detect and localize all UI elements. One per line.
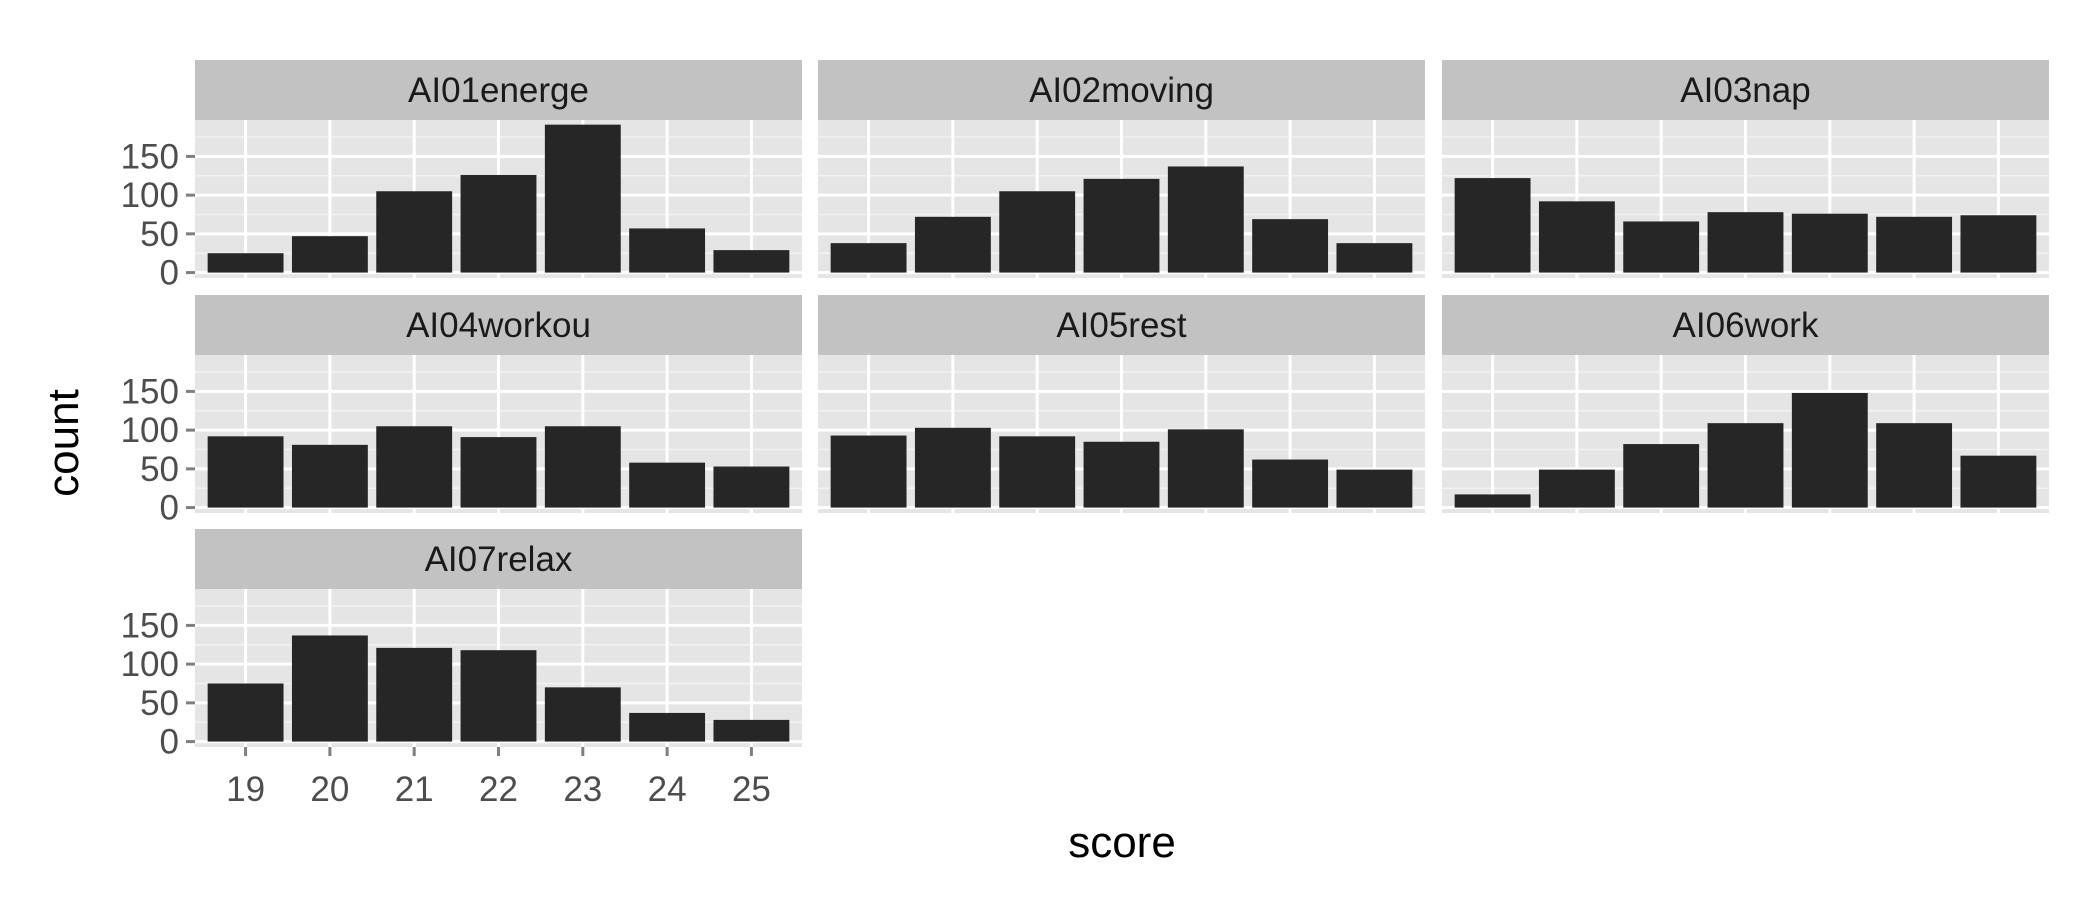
bar	[999, 191, 1076, 273]
bar	[544, 426, 621, 508]
bar	[629, 462, 706, 508]
bar	[1791, 213, 1868, 273]
bar	[914, 427, 991, 508]
y-tick-label: 50	[140, 684, 179, 723]
x-tick-label: 23	[563, 770, 602, 809]
bar	[1454, 178, 1531, 273]
y-tick-label: 0	[160, 723, 179, 762]
y-tick-label: 150	[121, 137, 179, 176]
bar	[1252, 459, 1329, 508]
facet-strip-label: AI04workou	[406, 306, 591, 345]
facet-panel: AI02moving	[818, 60, 1425, 278]
y-tick-label: 0	[160, 489, 179, 528]
bar	[1083, 178, 1160, 273]
y-tick-label: 100	[121, 411, 179, 450]
bar	[376, 647, 453, 742]
bar	[830, 243, 907, 273]
facet-strip	[1442, 295, 2049, 355]
bar	[1623, 444, 1700, 508]
bar	[1707, 212, 1784, 273]
bar	[1538, 201, 1615, 273]
bar	[1454, 494, 1531, 508]
facet-strip-label: AI05rest	[1056, 306, 1187, 345]
bar	[460, 437, 537, 508]
facet-strip-label: AI03nap	[1680, 71, 1810, 110]
facet-strip-label: AI06work	[1673, 306, 1819, 345]
bar	[376, 426, 453, 508]
facet-panel: AI06work	[1442, 295, 2049, 513]
x-axis-title: score	[1068, 818, 1176, 867]
x-tick-label: 20	[310, 770, 349, 809]
y-tick-label: 150	[121, 372, 179, 411]
y-tick-label: 0	[160, 254, 179, 293]
bar	[1167, 429, 1244, 508]
bar	[914, 216, 991, 273]
facet-strip	[818, 295, 1425, 355]
bar	[460, 174, 537, 273]
x-tick-label: 25	[732, 770, 771, 809]
facet-strip	[195, 295, 802, 355]
bar	[376, 191, 453, 273]
bar	[1252, 219, 1329, 273]
bar	[207, 253, 284, 273]
bar	[629, 228, 706, 273]
facet-strip-label: AI01energe	[408, 71, 589, 110]
bar	[544, 124, 621, 273]
y-axis-title: count	[39, 389, 88, 497]
bar	[713, 250, 790, 273]
bar	[1538, 469, 1615, 508]
bar	[999, 436, 1076, 508]
facet-strip-label: AI07relax	[425, 540, 573, 579]
bar	[544, 687, 621, 742]
bar	[207, 683, 284, 742]
y-tick-label: 50	[140, 450, 179, 489]
x-tick-label: 22	[479, 770, 518, 809]
x-tick-label: 24	[648, 770, 687, 809]
bar	[1167, 166, 1244, 273]
y-tick-label: 50	[140, 215, 179, 254]
bar	[291, 444, 368, 508]
bar	[1623, 221, 1700, 273]
bar	[830, 435, 907, 508]
facet-strip-label: AI02moving	[1029, 71, 1214, 110]
y-tick-label: 100	[121, 645, 179, 684]
facet-strip	[818, 60, 1425, 120]
bar	[1960, 455, 2037, 508]
facet-strip	[195, 529, 802, 589]
x-tick-label: 21	[395, 770, 434, 809]
bar	[1707, 423, 1784, 508]
bar	[291, 635, 368, 742]
bar	[1083, 441, 1160, 508]
bar	[1876, 216, 1953, 273]
bar	[713, 719, 790, 742]
facet-panel: AI05rest	[818, 295, 1425, 513]
bar	[1876, 423, 1953, 508]
bar	[713, 466, 790, 508]
bar	[1791, 392, 1868, 508]
y-tick-label: 150	[121, 606, 179, 645]
y-tick-label: 100	[121, 176, 179, 215]
facet-strip	[1442, 60, 2049, 120]
bar	[1336, 469, 1413, 508]
facet-panel: AI03nap	[1442, 60, 2049, 278]
bar	[291, 236, 368, 273]
bar	[460, 650, 537, 742]
bar	[207, 436, 284, 508]
bar	[629, 712, 706, 742]
x-tick-label: 19	[226, 770, 265, 809]
bar	[1336, 243, 1413, 273]
facet-strip	[195, 60, 802, 120]
bar	[1960, 215, 2037, 273]
